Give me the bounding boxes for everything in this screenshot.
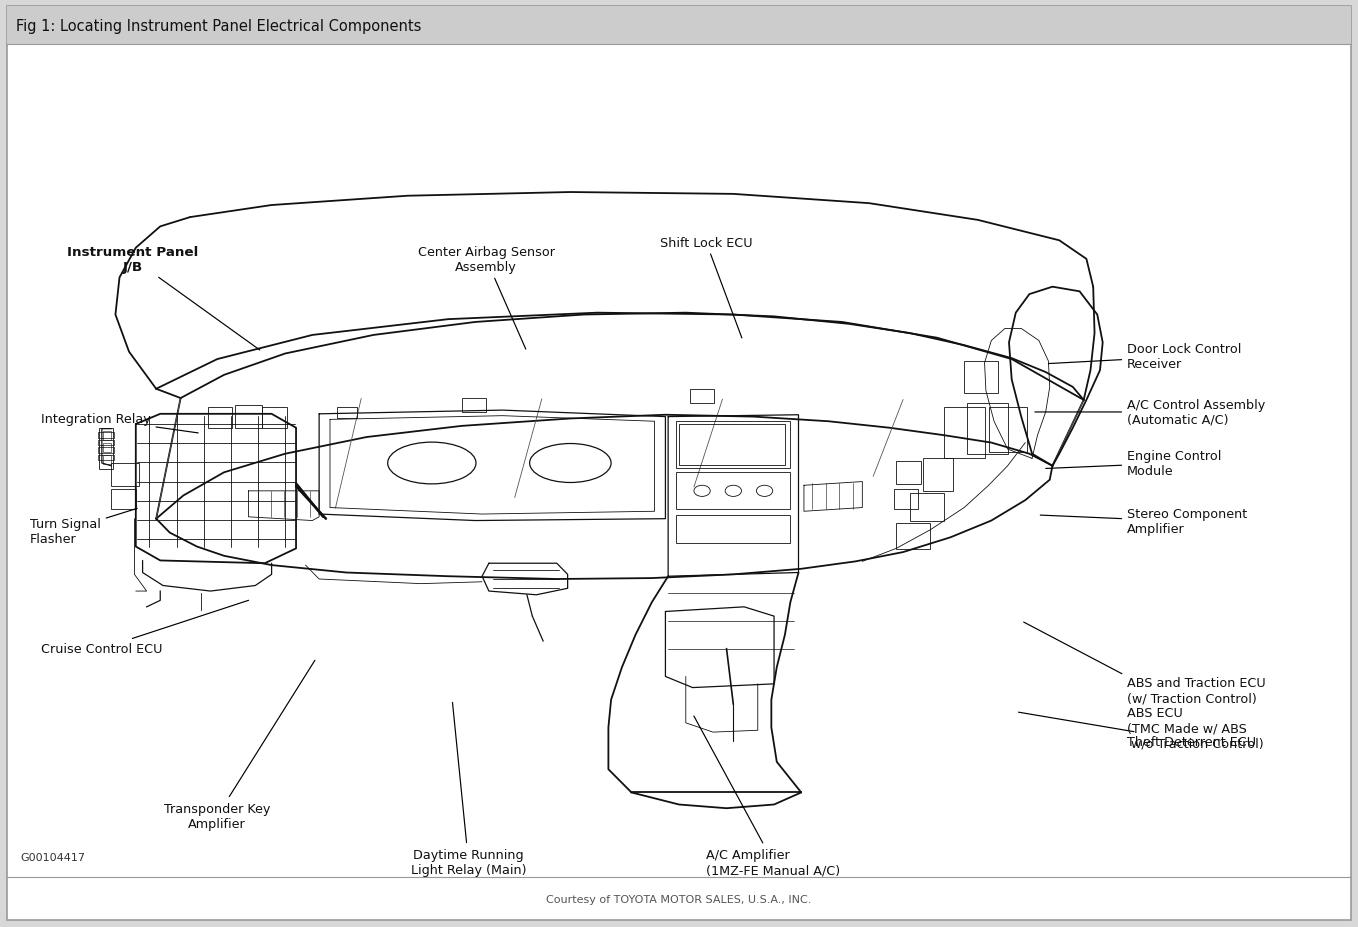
Text: Fig 1: Locating Instrument Panel Electrical Components: Fig 1: Locating Instrument Panel Electri… bbox=[16, 19, 421, 34]
Bar bbox=[98, 440, 114, 446]
Text: Theft Deterrent ECU: Theft Deterrent ECU bbox=[1018, 712, 1256, 748]
Text: ABS and Traction ECU
(w/ Traction Control)
ABS ECU
(TMC Made w/ ABS
 w/o Tractio: ABS and Traction ECU (w/ Traction Contro… bbox=[1024, 622, 1266, 750]
Bar bbox=[98, 448, 114, 453]
Bar bbox=[111, 464, 139, 487]
Bar bbox=[989, 408, 1027, 452]
Text: Daytime Running
Light Relay (Main): Daytime Running Light Relay (Main) bbox=[410, 703, 527, 876]
Bar bbox=[103, 431, 111, 440]
Bar bbox=[462, 399, 486, 413]
Bar bbox=[262, 408, 287, 428]
Bar bbox=[676, 515, 790, 543]
Text: Courtesy of TOYOTA MOTOR SALES, U.S.A., INC.: Courtesy of TOYOTA MOTOR SALES, U.S.A., … bbox=[546, 894, 812, 904]
Bar bbox=[337, 408, 357, 419]
Text: Engine Control
Module: Engine Control Module bbox=[1046, 450, 1221, 477]
Text: Stereo Component
Amplifier: Stereo Component Amplifier bbox=[1040, 508, 1248, 536]
Bar bbox=[103, 443, 111, 452]
Bar bbox=[910, 493, 944, 521]
Bar bbox=[676, 473, 790, 510]
Bar bbox=[923, 459, 953, 491]
Text: Cruise Control ECU: Cruise Control ECU bbox=[41, 601, 249, 655]
Text: Door Lock Control
Receiver: Door Lock Control Receiver bbox=[1048, 343, 1241, 371]
Bar bbox=[103, 455, 111, 464]
Bar bbox=[964, 362, 998, 394]
Bar bbox=[111, 489, 136, 510]
Bar bbox=[896, 462, 921, 485]
Bar bbox=[894, 489, 918, 510]
Bar bbox=[99, 428, 113, 470]
Text: G00104417: G00104417 bbox=[20, 852, 86, 862]
Bar bbox=[235, 405, 262, 428]
Bar bbox=[690, 389, 714, 403]
Bar bbox=[967, 403, 1008, 454]
Bar bbox=[944, 408, 985, 459]
Bar bbox=[208, 408, 232, 428]
Bar bbox=[676, 422, 790, 468]
Bar bbox=[98, 455, 114, 461]
Bar bbox=[896, 524, 930, 550]
Text: Shift Lock ECU: Shift Lock ECU bbox=[660, 236, 752, 338]
Bar bbox=[679, 425, 785, 465]
Text: A/C Amplifier
(1MZ-FE Manual A/C): A/C Amplifier (1MZ-FE Manual A/C) bbox=[694, 717, 841, 876]
Text: Center Airbag Sensor
Assembly: Center Airbag Sensor Assembly bbox=[418, 246, 554, 349]
Text: A/C Control Assembly
(Automatic A/C): A/C Control Assembly (Automatic A/C) bbox=[1035, 399, 1266, 426]
Bar bbox=[7, 7, 1351, 44]
Text: Instrument Panel
J/B: Instrument Panel J/B bbox=[68, 246, 259, 350]
Bar bbox=[98, 433, 114, 438]
Text: Transponder Key
Amplifier: Transponder Key Amplifier bbox=[164, 661, 315, 830]
Text: Integration Relay: Integration Relay bbox=[41, 413, 198, 434]
Text: Turn Signal
Flasher: Turn Signal Flasher bbox=[30, 509, 137, 545]
